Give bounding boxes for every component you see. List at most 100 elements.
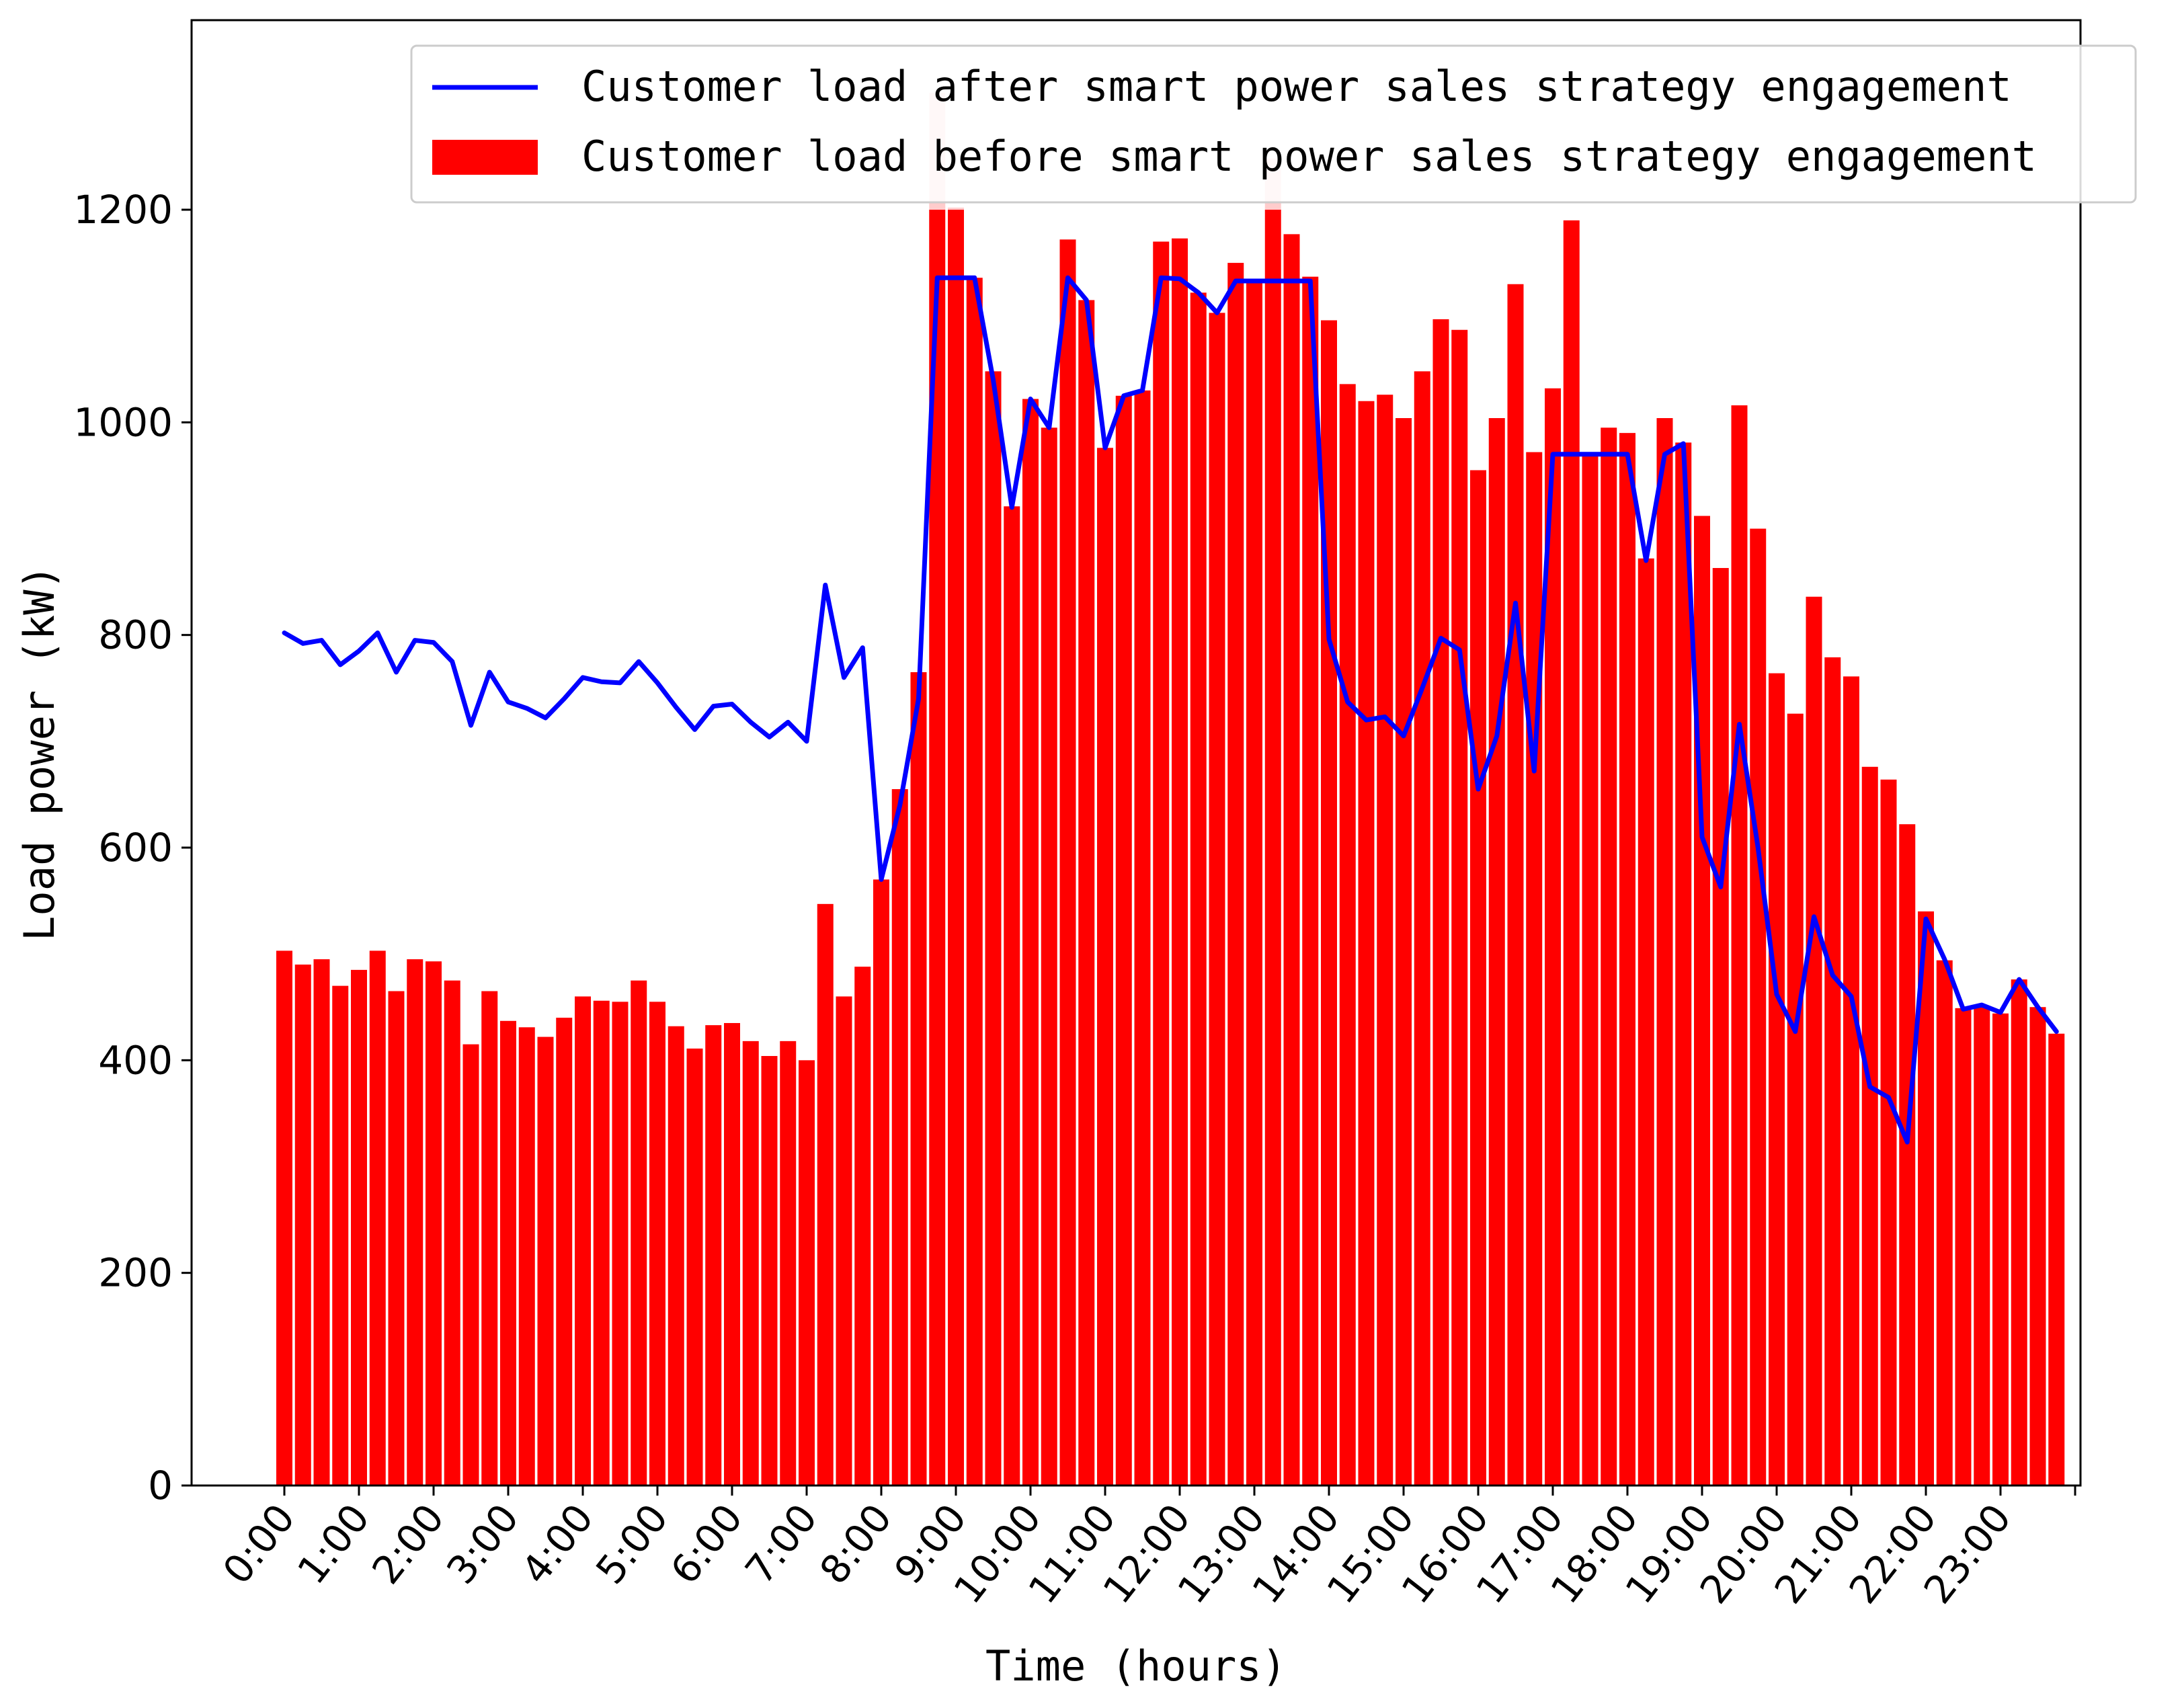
bar-before-strategy	[1488, 418, 1505, 1486]
bar-before-strategy	[1843, 676, 1859, 1486]
bar-before-strategy	[1712, 568, 1729, 1486]
bar-before-strategy	[1619, 433, 1635, 1486]
plot-area-frame	[190, 19, 2082, 1487]
bar-before-strategy	[910, 672, 927, 1486]
bar-before-strategy	[1675, 442, 1692, 1486]
bar-before-strategy	[2011, 979, 2027, 1486]
bar-before-strategy	[1824, 657, 1841, 1486]
y-axis: 0 200 400 600 800 1000 1200	[73, 187, 192, 1508]
y-tick-label: 600	[98, 825, 173, 870]
bar-before-strategy	[780, 1041, 797, 1486]
y-axis-title: Load power (kW)	[15, 565, 64, 941]
y-tick-label: 0	[148, 1463, 173, 1508]
bar-before-strategy	[1750, 528, 1767, 1486]
bar-before-strategy	[836, 996, 852, 1486]
bar-before-strategy	[426, 961, 442, 1486]
bar-before-strategy	[1227, 263, 1244, 1486]
bar-before-strategy	[1377, 395, 1393, 1486]
bar-before-strategy	[1283, 234, 1300, 1486]
bar-before-strategy	[1694, 516, 1710, 1486]
bar-before-strategy	[1470, 470, 1486, 1486]
bar-before-strategy	[1731, 405, 1748, 1486]
bar-before-strategy	[1955, 1008, 1972, 1486]
bar-before-strategy	[1339, 384, 1356, 1486]
bar-before-strategy	[369, 950, 386, 1486]
bar-before-strategy	[1059, 239, 1076, 1486]
bar-before-strategy	[1153, 241, 1170, 1486]
bar-before-strategy	[985, 371, 1002, 1486]
bar-before-strategy	[351, 969, 367, 1486]
legend-label-before: Customer load before smart power sales s…	[581, 132, 2037, 181]
bar-before-strategy	[761, 1056, 778, 1486]
bar-before-strategy	[686, 1048, 703, 1486]
bar-before-strategy	[1414, 371, 1430, 1486]
bar-before-strategy	[1992, 1013, 2009, 1486]
y-tick-label: 1000	[73, 399, 173, 445]
bar-before-strategy	[649, 1002, 665, 1486]
legend-label-after: Customer load after smart power sales st…	[581, 62, 2012, 111]
bar-before-strategy	[1638, 558, 1654, 1486]
bar-before-strategy	[1880, 779, 1897, 1486]
bars-layer	[276, 93, 2065, 1486]
bar-before-strategy	[2048, 1033, 2065, 1486]
bar-before-strategy	[1264, 210, 1281, 1486]
bar-before-strategy	[1358, 401, 1375, 1486]
bar-before-strategy	[1209, 313, 1225, 1486]
bar-before-strategy	[1246, 280, 1262, 1486]
bar-before-strategy	[873, 879, 889, 1486]
bar-before-strategy	[388, 991, 405, 1486]
bar-before-strategy	[556, 1018, 573, 1486]
bar-before-strategy	[1451, 329, 1468, 1486]
bar-before-strategy	[575, 996, 591, 1486]
bar-before-strategy	[817, 903, 834, 1486]
bar-before-strategy	[1656, 418, 1673, 1486]
x-axis-title: Time (hours)	[985, 1641, 1287, 1691]
bar-before-strategy	[462, 1044, 479, 1486]
bar-before-strategy	[724, 1022, 740, 1486]
legend-box	[410, 44, 2137, 204]
bar-before-strategy	[313, 959, 330, 1486]
bar-before-strategy	[1041, 428, 1057, 1486]
bar-before-strategy	[1936, 960, 1953, 1486]
bar-before-strategy	[537, 1036, 554, 1486]
bar-before-strategy	[294, 964, 311, 1486]
bar-before-strategy	[332, 985, 349, 1486]
bar-before-strategy	[407, 959, 423, 1486]
bar-before-strategy	[966, 278, 983, 1486]
bar-before-strategy	[1396, 418, 1412, 1486]
after-strategy-line	[282, 275, 2059, 1145]
bar-before-strategy	[444, 980, 460, 1486]
bar-before-strategy	[1769, 673, 1785, 1486]
bar-before-strategy	[612, 1002, 629, 1486]
bar-before-strategy	[1432, 319, 1449, 1486]
bar-before-strategy	[948, 210, 964, 1486]
bar-before-strategy	[1861, 766, 1878, 1486]
y-tick-label: 800	[98, 612, 173, 658]
bar-before-strategy	[1507, 284, 1524, 1486]
bar-before-strategy	[1004, 506, 1020, 1486]
bar-before-strategy	[631, 980, 647, 1486]
bar-before-strategy	[1134, 390, 1151, 1486]
bar-before-strategy	[668, 1026, 684, 1486]
bar-before-strategy	[1172, 238, 1188, 1486]
bar-before-strategy	[1806, 596, 1822, 1486]
y-tick-label: 1200	[73, 187, 173, 233]
bar-before-strategy	[1302, 276, 1319, 1486]
legend: Customer load after smart power sales st…	[410, 44, 2137, 204]
bar-before-strategy	[891, 789, 908, 1486]
y-tick-label: 400	[98, 1037, 173, 1083]
bar-before-strategy	[2029, 1007, 2046, 1486]
y-tick-label: 200	[98, 1250, 173, 1296]
legend-bar-swatch	[432, 140, 538, 175]
bar-before-strategy	[1190, 292, 1207, 1486]
bar-before-strategy	[799, 1060, 815, 1486]
bar-before-strategy	[742, 1041, 759, 1486]
bar-before-strategy	[1563, 220, 1580, 1486]
bar-before-strategy	[705, 1025, 722, 1486]
bar-before-strategy-overlap	[948, 207, 964, 210]
bar-before-strategy	[854, 967, 871, 1486]
bar-before-strategy	[1097, 448, 1113, 1486]
bar-before-strategy	[1582, 454, 1599, 1486]
bar-before-strategy	[1601, 428, 1617, 1486]
